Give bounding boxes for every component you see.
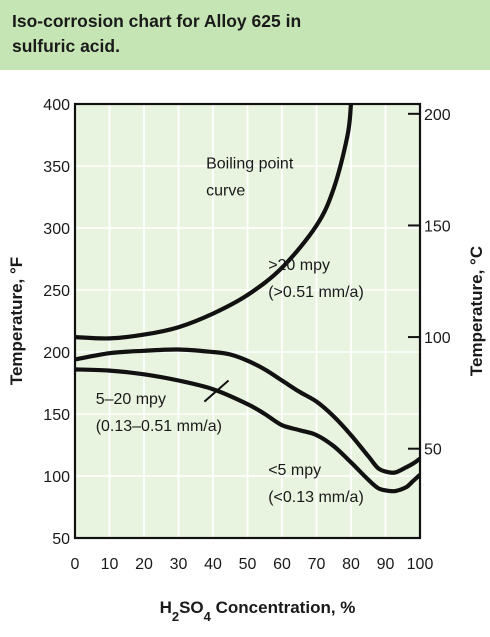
- plot-frame: [73, 102, 422, 540]
- y-tick-label: 250: [43, 283, 70, 300]
- annotation-3-line-2: (0.13–0.51 mm/a): [96, 418, 222, 435]
- annotation-3-line-1: 5–20 mpy: [96, 391, 166, 408]
- annotation-1-line-1: Boiling point: [206, 155, 294, 172]
- x-tick-label: 60: [273, 556, 291, 573]
- x-tick-label: 70: [308, 556, 326, 573]
- y-axis-label: Temperature, °F: [7, 257, 26, 385]
- y2-tick-label: 100: [424, 330, 451, 347]
- y-tick-label: 50: [52, 531, 70, 548]
- y-tick-label: 100: [43, 469, 70, 486]
- y-tick-label: 150: [43, 407, 70, 424]
- title-line-2: sulfuric acid.: [12, 36, 120, 56]
- x-axis-label: H2SO4 Concentration, %: [160, 598, 356, 624]
- y-tick-label: 200: [43, 345, 70, 362]
- y-tick-label: 350: [43, 159, 70, 176]
- annotation-2-line-1: >20 mpy: [268, 257, 330, 274]
- y2-tick-label: 200: [424, 107, 451, 124]
- annotation-1-line-2: curve: [206, 182, 245, 199]
- y-tick-label: 300: [43, 221, 70, 238]
- title-line-1: Iso-corrosion chart for Alloy 625 in: [12, 11, 302, 31]
- annotation-2-line-2: (>0.51 mm/a): [268, 284, 364, 301]
- x-tick-label: 50: [239, 556, 257, 573]
- annotation-pointer: [203, 379, 230, 403]
- x-tick-label: 80: [342, 556, 360, 573]
- y2-axis-label: Temperature, °C: [467, 246, 486, 376]
- x-tick-label: 90: [377, 556, 395, 573]
- annotation-4-line-1: <5 mpy: [268, 462, 321, 479]
- x-tick-label: 40: [204, 556, 222, 573]
- y-tick-label: 400: [43, 97, 70, 114]
- x-tick-label: 20: [135, 556, 153, 573]
- curve-series-1: [75, 104, 354, 341]
- curve-series-2: [75, 347, 420, 475]
- x-tick-label: 0: [71, 556, 80, 573]
- chart-header: Iso-corrosion chart for Alloy 625 in sul…: [0, 0, 490, 70]
- annotation-4-line-2: (<0.13 mm/a): [268, 489, 364, 506]
- x-tick-label: 10: [101, 556, 119, 573]
- x-tick-label: 30: [170, 556, 188, 573]
- chart-title: Iso-corrosion chart for Alloy 625 in sul…: [12, 9, 472, 59]
- curve-series-3: [75, 367, 420, 494]
- x-tick-label: 100: [407, 556, 434, 573]
- y2-tick-label: 150: [424, 218, 451, 235]
- y2-tick-label: 50: [424, 442, 442, 459]
